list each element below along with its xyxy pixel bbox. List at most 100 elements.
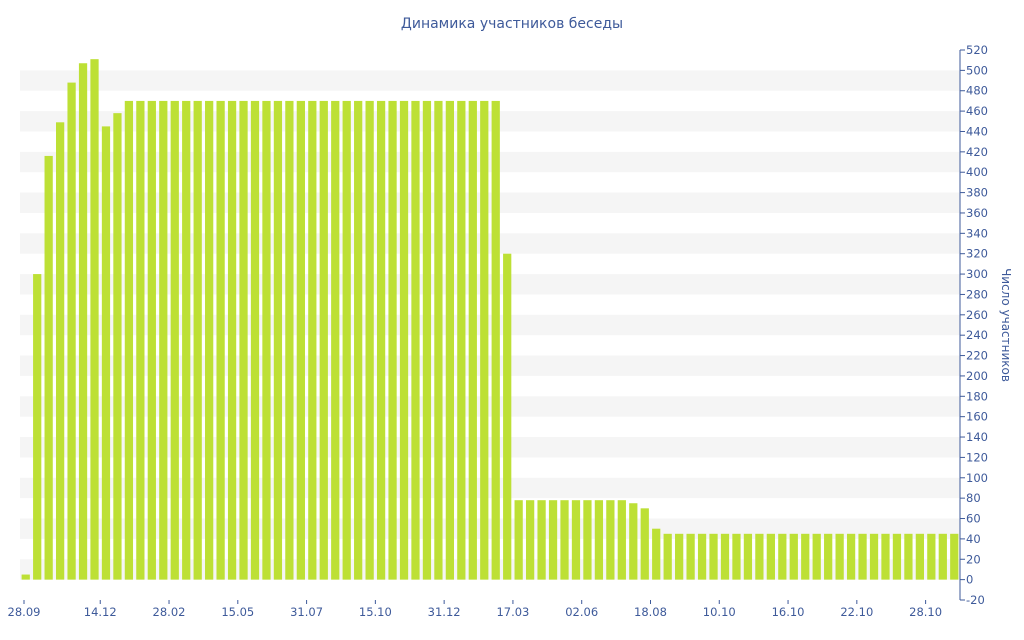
bar <box>354 100 363 580</box>
x-tick-label: 28.10 <box>909 605 942 619</box>
x-tick-label: 02.06 <box>565 605 598 619</box>
bar <box>147 100 156 580</box>
bar <box>503 253 512 580</box>
bar <box>457 100 466 580</box>
x-tick-label: 18.08 <box>634 605 667 619</box>
y-tick-label: -20 <box>966 593 985 607</box>
y-tick-label: 260 <box>966 308 988 322</box>
bar <box>835 533 844 580</box>
y-tick-label: 180 <box>966 389 988 403</box>
bar <box>296 100 305 580</box>
y-tick-label: 400 <box>966 165 988 179</box>
y-tick-label: 440 <box>966 124 988 138</box>
bar <box>193 100 202 580</box>
y-axis-label: Число участников <box>999 268 1013 382</box>
x-axis-ticks: 28.09 14.12 28.02 15.05 31.07 15.10 31.12 17.03… <box>8 600 942 619</box>
bar <box>365 100 374 580</box>
y-tick-label: 300 <box>966 267 988 281</box>
bar <box>33 274 42 580</box>
y-tick-label: 0 <box>966 573 973 587</box>
bar <box>388 100 397 580</box>
y-tick-label: 320 <box>966 247 988 261</box>
bar <box>915 533 924 580</box>
bar <box>709 533 718 580</box>
bar <box>526 500 535 580</box>
y-tick-label: 460 <box>966 104 988 118</box>
bar <box>262 100 271 580</box>
x-tick-label: 15.05 <box>221 605 254 619</box>
y-tick-label: 140 <box>966 430 988 444</box>
bar <box>663 533 672 580</box>
bar <box>697 533 707 580</box>
y-tick-label: 280 <box>966 287 988 301</box>
y-tick-label: 60 <box>966 512 981 526</box>
bar <box>869 533 879 580</box>
bar <box>743 533 753 580</box>
bar <box>801 533 810 580</box>
bar <box>411 100 420 580</box>
bar <box>480 100 489 580</box>
bar <box>904 533 913 580</box>
bar <box>571 500 581 580</box>
y-tick-label: 220 <box>966 349 988 363</box>
bar <box>583 500 592 580</box>
bar <box>216 100 225 580</box>
bar <box>594 500 604 580</box>
bar <box>308 100 317 580</box>
x-tick-label: 31.12 <box>428 605 461 619</box>
bar <box>606 500 615 580</box>
y-tick-label: 20 <box>966 552 981 566</box>
bar <box>445 100 454 580</box>
x-tick-label: 28.02 <box>153 605 186 619</box>
bar <box>113 113 122 580</box>
y-axis-ticks: -20 0 20 40 60 80 100 120 140 160 180 200 220 240 260 2… <box>960 43 988 607</box>
bar <box>331 100 340 580</box>
grid-band <box>20 70 960 91</box>
y-tick-label: 360 <box>966 206 988 220</box>
bar <box>789 533 798 580</box>
x-tick-label: 15.10 <box>359 605 392 619</box>
bar <box>21 574 30 580</box>
bar <box>422 100 432 580</box>
bar <box>205 100 214 580</box>
bar <box>892 533 902 580</box>
y-tick-label: 420 <box>966 145 988 159</box>
bar <box>686 533 695 580</box>
bar <box>124 100 134 580</box>
y-tick-label: 100 <box>966 471 988 485</box>
bar <box>182 100 191 580</box>
bar <box>548 500 558 580</box>
bar <box>159 100 168 580</box>
bar <box>273 100 283 580</box>
bar <box>652 528 661 580</box>
bar <box>285 100 294 580</box>
bar <box>67 82 76 580</box>
bar <box>468 100 477 580</box>
bar <box>434 100 443 580</box>
bar <box>537 500 546 580</box>
bar <box>938 533 947 580</box>
bar <box>250 100 260 580</box>
y-tick-label: 480 <box>966 84 988 98</box>
bar <box>640 508 649 580</box>
bars <box>21 59 959 580</box>
bar <box>136 100 145 580</box>
bar <box>732 533 741 580</box>
bar <box>44 155 53 580</box>
bar <box>778 533 787 580</box>
bar <box>399 100 409 580</box>
bar <box>858 533 867 580</box>
bar <box>927 533 936 580</box>
bar <box>881 533 890 580</box>
bar <box>846 533 856 580</box>
y-tick-label: 240 <box>966 328 988 342</box>
bar <box>720 533 730 580</box>
x-tick-label: 22.10 <box>840 605 873 619</box>
bar <box>755 533 764 580</box>
y-tick-label: 520 <box>966 43 988 57</box>
bar <box>101 126 111 580</box>
y-tick-label: 500 <box>966 63 988 77</box>
y-tick-label: 340 <box>966 226 988 240</box>
bar <box>170 100 179 580</box>
